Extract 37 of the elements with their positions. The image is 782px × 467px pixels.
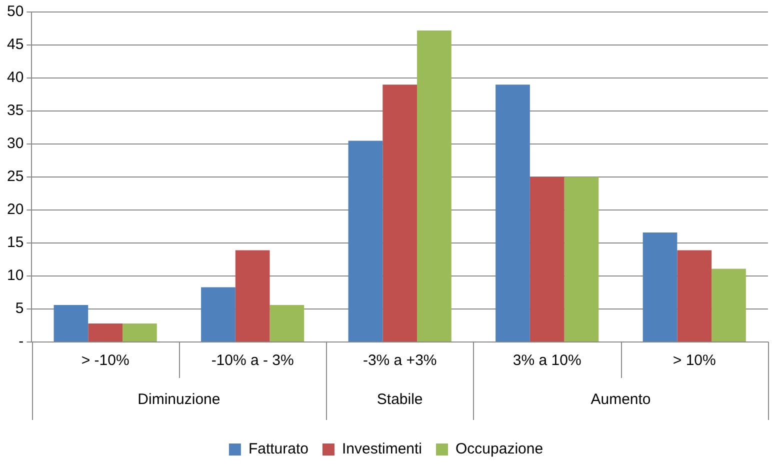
text: Aumento xyxy=(590,391,651,408)
bar xyxy=(417,30,452,342)
bar xyxy=(382,84,418,342)
y-tick-label: - xyxy=(18,333,24,350)
x-tick-label: > 10% xyxy=(672,352,716,370)
y-tick-label: 25 xyxy=(6,168,24,186)
bar xyxy=(564,177,599,342)
bar xyxy=(235,250,270,342)
y-tick-label: 40 xyxy=(6,69,24,86)
y-tick-label: 10 xyxy=(6,267,24,284)
y-tick-label: 20 xyxy=(6,201,24,218)
bar xyxy=(530,177,564,342)
bar xyxy=(348,140,383,342)
legend-label: Investimenti xyxy=(342,440,422,458)
bar xyxy=(201,287,236,342)
y-tick-label: 45 xyxy=(6,36,24,54)
bar xyxy=(642,232,678,342)
y-tick-label: 35 xyxy=(6,102,24,120)
y-tick-label: 50 xyxy=(6,3,24,20)
bar xyxy=(54,305,88,342)
y-tick-label: 15 xyxy=(6,234,24,252)
bar xyxy=(122,324,157,342)
bar xyxy=(496,84,530,342)
bar xyxy=(712,268,746,342)
bar xyxy=(677,250,712,342)
text: Diminuzione xyxy=(138,391,220,408)
y-tick-label: 5 xyxy=(15,300,24,318)
x-tick-label: -3% a +3% xyxy=(362,352,437,370)
text: Stabile xyxy=(376,391,423,408)
bar xyxy=(88,324,122,342)
x-tick-label: -10% a - 3% xyxy=(211,352,294,370)
bar xyxy=(270,305,304,342)
y-tick-label: 30 xyxy=(6,135,24,152)
x-tick-label: > -10% xyxy=(81,352,130,370)
legend-label: Fatturato xyxy=(248,440,308,458)
legend-label: Occupazione xyxy=(456,440,544,458)
x-tick-label: 3% a 10% xyxy=(512,352,582,370)
